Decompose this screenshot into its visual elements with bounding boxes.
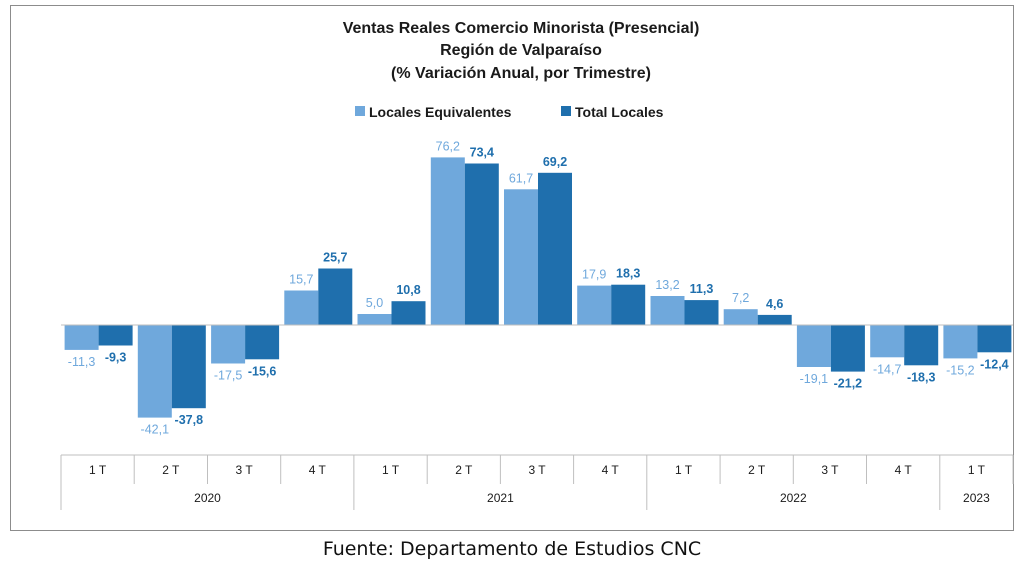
data-label-total-locales: 10,8 [396, 283, 420, 297]
data-label-total-locales: -37,8 [175, 413, 204, 427]
legend-label-total-locales: Total Locales [575, 104, 664, 120]
year-label: 2020 [194, 491, 221, 505]
bar-locales-equivalentes [430, 157, 465, 325]
bar-locales-equivalentes [577, 285, 612, 325]
bar-total-locales [98, 325, 133, 346]
x-tick-label: 1 T [968, 463, 986, 477]
data-label-total-locales: 18,3 [616, 267, 640, 281]
bar-locales-equivalentes [796, 325, 831, 367]
bar-locales-equivalentes [284, 290, 319, 325]
data-label-total-locales: -15,6 [248, 364, 277, 378]
year-label: 2023 [963, 491, 990, 505]
x-tick-label: 3 T [821, 463, 839, 477]
data-label-total-locales: 69,2 [543, 155, 567, 169]
bar-total-locales [245, 325, 280, 360]
data-label-locales-equivalentes: 61,7 [509, 171, 533, 185]
bar-total-locales [464, 163, 499, 325]
bar-locales-equivalentes [64, 325, 99, 350]
data-label-locales-equivalentes: -19,1 [800, 372, 829, 386]
data-label-total-locales: -21,2 [834, 377, 863, 391]
data-label-locales-equivalentes: 7,2 [732, 291, 749, 305]
data-label-locales-equivalentes: 17,9 [582, 268, 606, 282]
x-tick-label: 2 T [748, 463, 766, 477]
x-tick-label: 1 T [382, 463, 400, 477]
data-label-total-locales: -9,3 [105, 351, 127, 365]
bar-total-locales [391, 301, 426, 325]
bar-locales-equivalentes [504, 189, 538, 325]
data-label-total-locales: 73,4 [470, 146, 494, 160]
bar-total-locales [757, 314, 792, 325]
data-label-total-locales: -12,4 [980, 357, 1009, 371]
bar-locales-equivalentes [943, 325, 978, 359]
x-tick-label: 3 T [528, 463, 546, 477]
chart-title-line-2: Región de Valparaíso [440, 42, 602, 59]
bar-total-locales [318, 268, 353, 325]
bar-locales-equivalentes [357, 314, 392, 325]
chart-title: Ventas Reales Comercio Minorista (Presen… [343, 20, 700, 82]
data-label-total-locales: 11,3 [690, 282, 714, 296]
data-label-locales-equivalentes: -14,7 [873, 362, 902, 376]
bar-total-locales [171, 325, 206, 409]
bar-total-locales [830, 325, 865, 372]
data-label-locales-equivalentes: -42,1 [141, 423, 170, 437]
bars [64, 157, 1012, 418]
chart-title-line-3: (% Variación Anual, por Trimestre) [391, 65, 651, 82]
x-axis: 1 T 2 T 3 T 4 T 1 T 2 T 3 T 4 T 1 T 2 T 3 T 4 T 1 T 2… [60, 324, 1014, 510]
x-tick-label: 4 T [895, 463, 913, 477]
bar-locales-equivalentes [650, 296, 685, 325]
data-label-locales-equivalentes: 76,2 [436, 139, 460, 153]
x-tick-label: 3 T [236, 463, 254, 477]
bar-locales-equivalentes [723, 309, 758, 325]
data-label-locales-equivalentes: -11,3 [68, 355, 96, 369]
x-tick-label: 1 T [89, 463, 107, 477]
year-label: 2022 [780, 491, 807, 505]
data-label-total-locales: 25,7 [323, 251, 347, 265]
data-label-locales-equivalentes: 15,7 [289, 273, 313, 287]
x-tick-label: 1 T [675, 463, 693, 477]
bar-locales-equivalentes [211, 325, 246, 364]
bar-total-locales [611, 284, 646, 325]
bar-total-locales [904, 325, 939, 366]
x-tick-label: 2 T [455, 463, 473, 477]
data-label-total-locales: 4,6 [766, 297, 783, 311]
data-label-locales-equivalentes: -15,2 [946, 363, 975, 377]
data-label-total-locales: -18,3 [907, 370, 936, 384]
bar-total-locales [538, 172, 572, 325]
value-labels: -11,3 -42,1 -17,5 15,7 5,0 76,2 61,7 17,9 13,2 7,… [68, 139, 1009, 436]
bar-locales-equivalentes [137, 325, 172, 418]
legend-swatch-total-locales [561, 106, 571, 116]
legend-label-locales-equivalentes: Locales Equivalentes [369, 104, 512, 120]
x-tick-label: 2 T [162, 463, 180, 477]
data-label-locales-equivalentes: -17,5 [214, 369, 243, 383]
data-label-locales-equivalentes: 13,2 [655, 278, 679, 292]
legend: Locales Equivalentes Total Locales [355, 104, 664, 120]
data-label-locales-equivalentes: 5,0 [366, 296, 383, 310]
x-tick-label: 4 T [309, 463, 327, 477]
bar-locales-equivalentes [870, 325, 905, 358]
year-label: 2021 [487, 491, 514, 505]
source-note: Fuente: Departamento de Estudios CNC [322, 538, 702, 560]
legend-swatch-locales-equivalentes [355, 106, 365, 116]
x-tick-label: 4 T [602, 463, 620, 477]
bar-total-locales [684, 300, 719, 325]
chart-title-line-1: Ventas Reales Comercio Minorista (Presen… [343, 20, 700, 37]
bar-total-locales [977, 325, 1012, 353]
